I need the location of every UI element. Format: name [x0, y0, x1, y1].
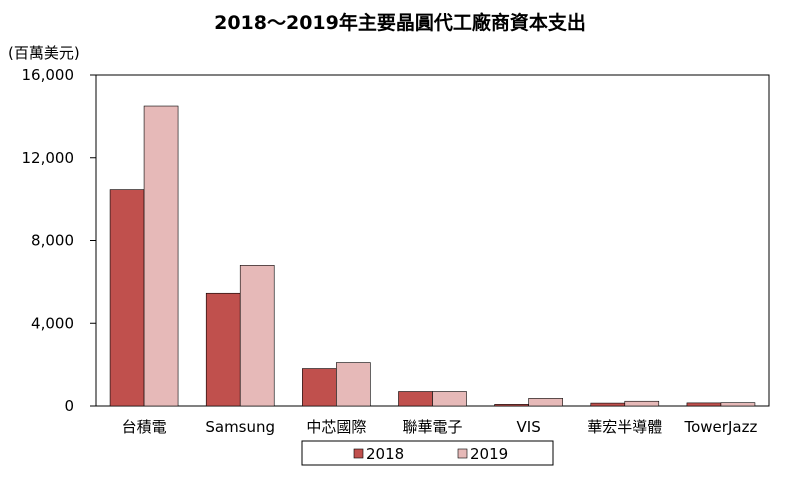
- bar-2018-0: [109, 189, 145, 407]
- bar-2018-3: [398, 391, 433, 407]
- y-tick-label: 16,000: [22, 66, 75, 84]
- bar-2019-3: [432, 391, 467, 407]
- bar-group: [109, 105, 756, 407]
- plot-area-frame: [95, 74, 770, 407]
- bar-2018-6: [686, 402, 722, 407]
- bar-2019-1: [239, 265, 275, 407]
- legend-swatch-2019: [457, 448, 468, 459]
- x-category-label: 台積電: [122, 418, 167, 436]
- bar-2019-5: [624, 400, 660, 407]
- chart-title: 2018～2019年主要晶圓代工廠商資本支出: [214, 11, 586, 34]
- bar-2019-4: [528, 398, 563, 407]
- bar-2018-5: [590, 402, 626, 407]
- legend-frame: [301, 440, 554, 466]
- bar-2019-2: [336, 362, 371, 407]
- bar-2019-0: [143, 105, 179, 407]
- y-tick-label: 0: [64, 397, 74, 415]
- bar-2018-2: [302, 368, 337, 407]
- y-axis: 0 4,000 8,000 12,000 16,000: [22, 66, 96, 415]
- legend-label-2019: 2019: [470, 445, 508, 463]
- x-category-label: TowerJazz: [684, 418, 758, 436]
- bar-2019-6: [720, 402, 756, 407]
- y-tick-label: 8,000: [31, 232, 74, 250]
- legend-swatch-2018: [353, 448, 364, 459]
- x-category-label: 中芯國際: [306, 418, 366, 436]
- y-tick-label: 4,000: [31, 314, 74, 332]
- y-axis-unit-label: (百萬美元): [8, 44, 80, 62]
- x-category-label: 華宏半導體: [587, 418, 662, 436]
- x-category-label: Samsung: [205, 418, 275, 436]
- legend-label-2018: 2018: [366, 445, 404, 463]
- bar-2018-4: [494, 404, 529, 407]
- y-tick-label: 12,000: [22, 149, 75, 167]
- x-category-label: VIS: [517, 418, 541, 436]
- x-axis: 台積電 Samsung 中芯國際 聯華電子 VIS 華宏半導體 TowerJazz: [122, 418, 758, 436]
- legend: 2018 2019: [301, 440, 554, 466]
- x-category-label: 聯華電子: [402, 418, 462, 436]
- bar-2018-1: [205, 292, 241, 407]
